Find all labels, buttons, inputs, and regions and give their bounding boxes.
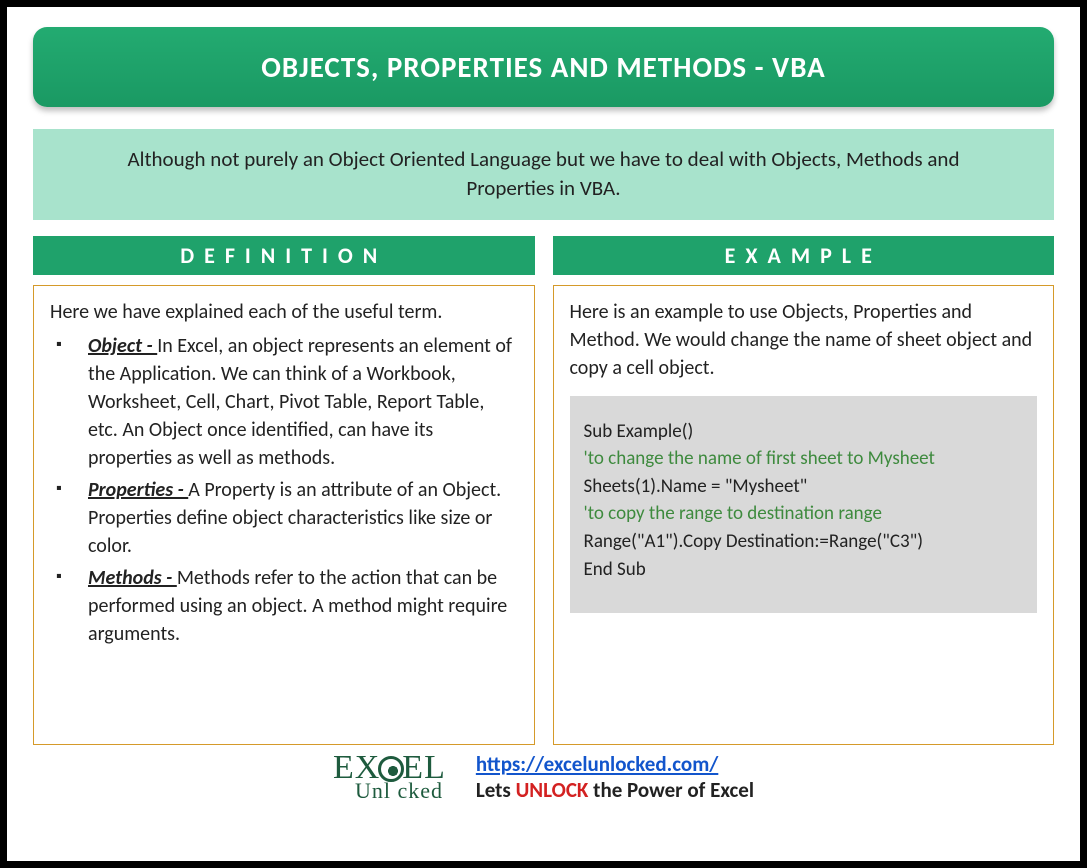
content-columns: DEFINITION Here we have explained each o… xyxy=(33,236,1054,745)
term-label: Object - xyxy=(88,334,157,358)
tag-post: the Power of Excel xyxy=(588,777,754,803)
example-header: EXAMPLE xyxy=(553,236,1055,275)
footer-link[interactable]: https://excelunlocked.com/ xyxy=(476,751,718,777)
code-line: Sheets(1).Name = "Mysheet" xyxy=(584,473,1024,501)
logo: EXEL Unl cked xyxy=(333,753,446,801)
logo-bottom: Unl cked xyxy=(355,781,446,801)
example-column: EXAMPLE Here is an example to use Object… xyxy=(553,236,1055,745)
tag-pre: Lets xyxy=(476,777,516,803)
footer: EXEL Unl cked https://excelunlocked.com/… xyxy=(33,751,1054,803)
code-line: End Sub xyxy=(584,556,1024,584)
code-comment: 'to copy the range to destination range xyxy=(584,500,1024,528)
code-comment: 'to change the name of first sheet to My… xyxy=(584,445,1024,473)
code-block: Sub Example() 'to change the name of fir… xyxy=(570,396,1038,613)
definition-column: DEFINITION Here we have explained each o… xyxy=(33,236,535,745)
term-label: Properties - xyxy=(88,478,188,502)
definition-item: Methods - Methods refer to the action th… xyxy=(74,564,518,648)
definition-body: Here we have explained each of the usefu… xyxy=(33,285,535,745)
definition-item: Properties - A Property is an attribute … xyxy=(74,476,518,560)
code-line: Range("A1").Copy Destination:=Range("C3"… xyxy=(584,528,1024,556)
definition-item: Object - In Excel, an object represents … xyxy=(74,332,518,472)
example-intro: Here is an example to use Objects, Prope… xyxy=(570,298,1038,382)
footer-text: https://excelunlocked.com/ Lets UNLOCK t… xyxy=(476,751,754,803)
code-line: Sub Example() xyxy=(584,418,1024,446)
definition-header: DEFINITION xyxy=(33,236,535,275)
definition-intro: Here we have explained each of the usefu… xyxy=(50,298,518,326)
logo-c-icon xyxy=(378,756,404,782)
footer-tagline: Lets UNLOCK the Power of Excel xyxy=(476,777,754,803)
term-label: Methods - xyxy=(88,566,177,590)
example-body: Here is an example to use Objects, Prope… xyxy=(553,285,1055,745)
tag-highlight: UNLOCK xyxy=(516,777,589,803)
intro-text: Although not purely an Object Oriented L… xyxy=(33,129,1054,220)
definition-list: Object - In Excel, an object represents … xyxy=(50,332,518,648)
page-title: OBJECTS, PROPERTIES AND METHODS - VBA xyxy=(33,27,1054,107)
